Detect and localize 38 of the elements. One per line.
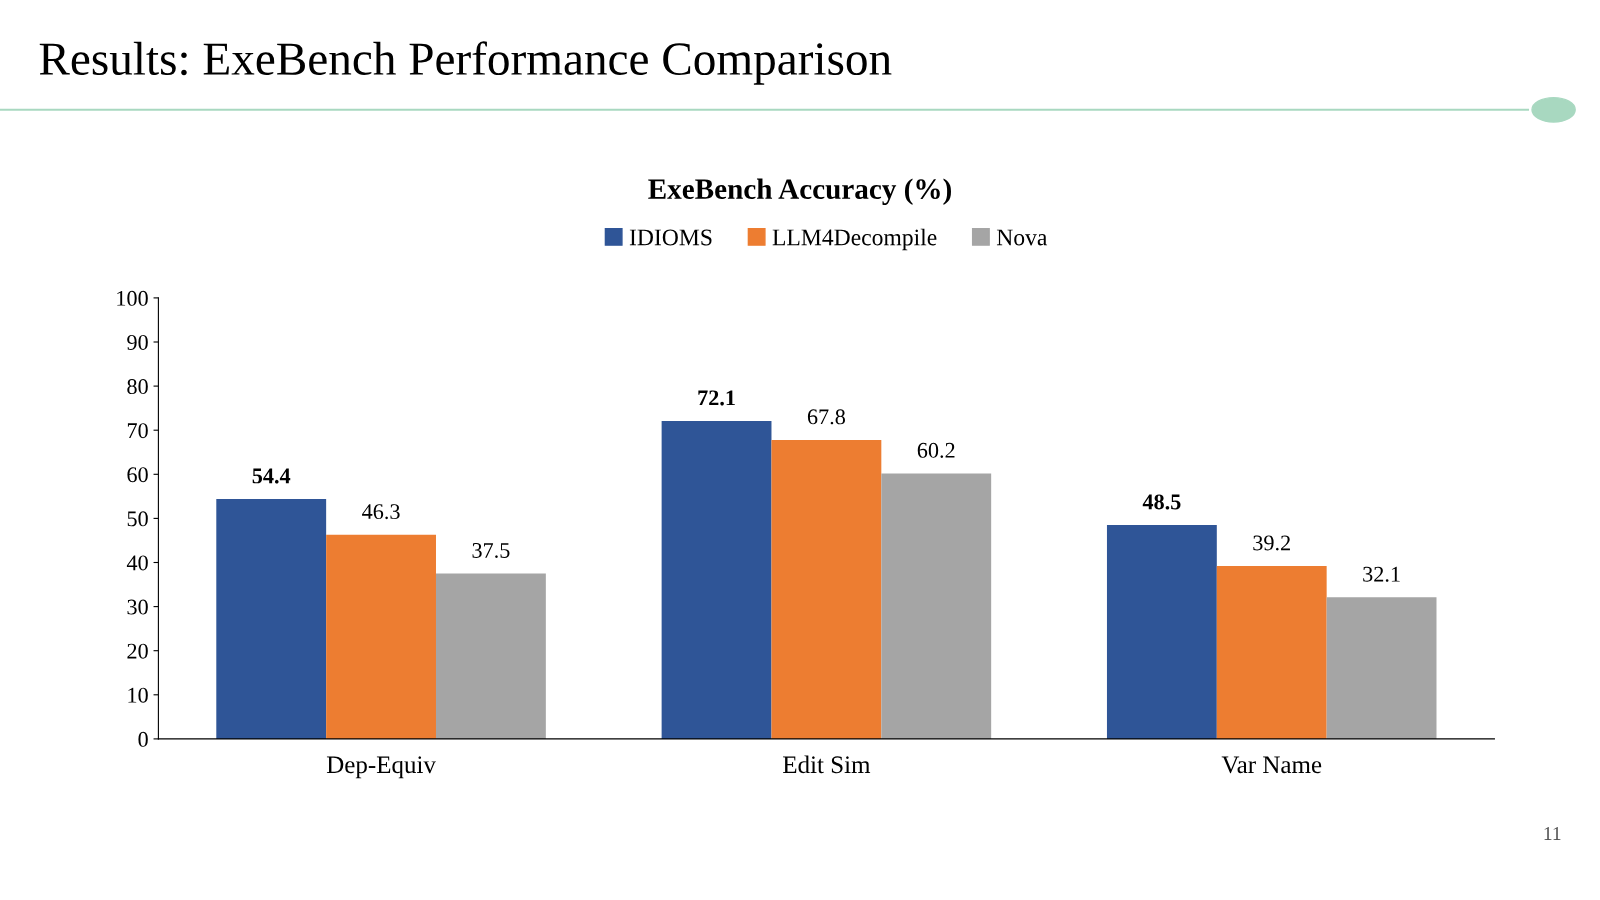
bar xyxy=(326,534,436,739)
y-tick-label: 20 xyxy=(127,643,148,659)
data-label: 60.2 xyxy=(917,442,955,458)
chart-title: Results: ExeBench Performance Comparison xyxy=(39,41,892,85)
data-label: 54.4 xyxy=(252,468,291,484)
data-label: 37.5 xyxy=(472,542,510,558)
y-tick-label: 80 xyxy=(127,379,148,395)
bar xyxy=(1106,525,1217,739)
bar xyxy=(771,439,882,739)
text: 11 xyxy=(1544,827,1561,840)
y-tick-label: 90 xyxy=(127,334,148,350)
y-tick-label: 50 xyxy=(127,511,148,527)
y-tick-label: 40 xyxy=(126,555,148,571)
data-label: 72.1 xyxy=(698,390,735,406)
bar xyxy=(1326,597,1437,739)
y-tick-label: 10 xyxy=(128,687,148,703)
x-tick-label: Dep-Equiv xyxy=(326,756,436,779)
x-tick-label: Edit Sim xyxy=(783,755,871,774)
y-tick-label: 30 xyxy=(127,599,148,615)
data-label: 39.2 xyxy=(1253,535,1290,551)
legend-label: LLM4Decompile xyxy=(772,228,937,251)
data-label: 67.8 xyxy=(807,409,845,425)
chart-subtitle: ExeBench Accuracy (%) xyxy=(648,178,951,205)
x-tick-label: Var Name xyxy=(1221,756,1322,774)
y-tick-label: 60 xyxy=(127,467,148,483)
legend-label: Nova xyxy=(996,229,1048,246)
data-label: 48.5 xyxy=(1142,494,1181,510)
data-label: 46.3 xyxy=(362,504,400,520)
bar xyxy=(881,473,992,739)
legend-label: IDIOMS xyxy=(629,229,712,246)
y-tick-label: 0 xyxy=(138,731,148,747)
y-tick-label: 70 xyxy=(127,423,148,439)
bar xyxy=(661,420,772,739)
y-tick-label: 100 xyxy=(117,290,148,306)
bar xyxy=(435,573,546,739)
bar xyxy=(1216,566,1327,739)
data-label: 32.1 xyxy=(1363,566,1400,582)
bar xyxy=(216,499,327,739)
